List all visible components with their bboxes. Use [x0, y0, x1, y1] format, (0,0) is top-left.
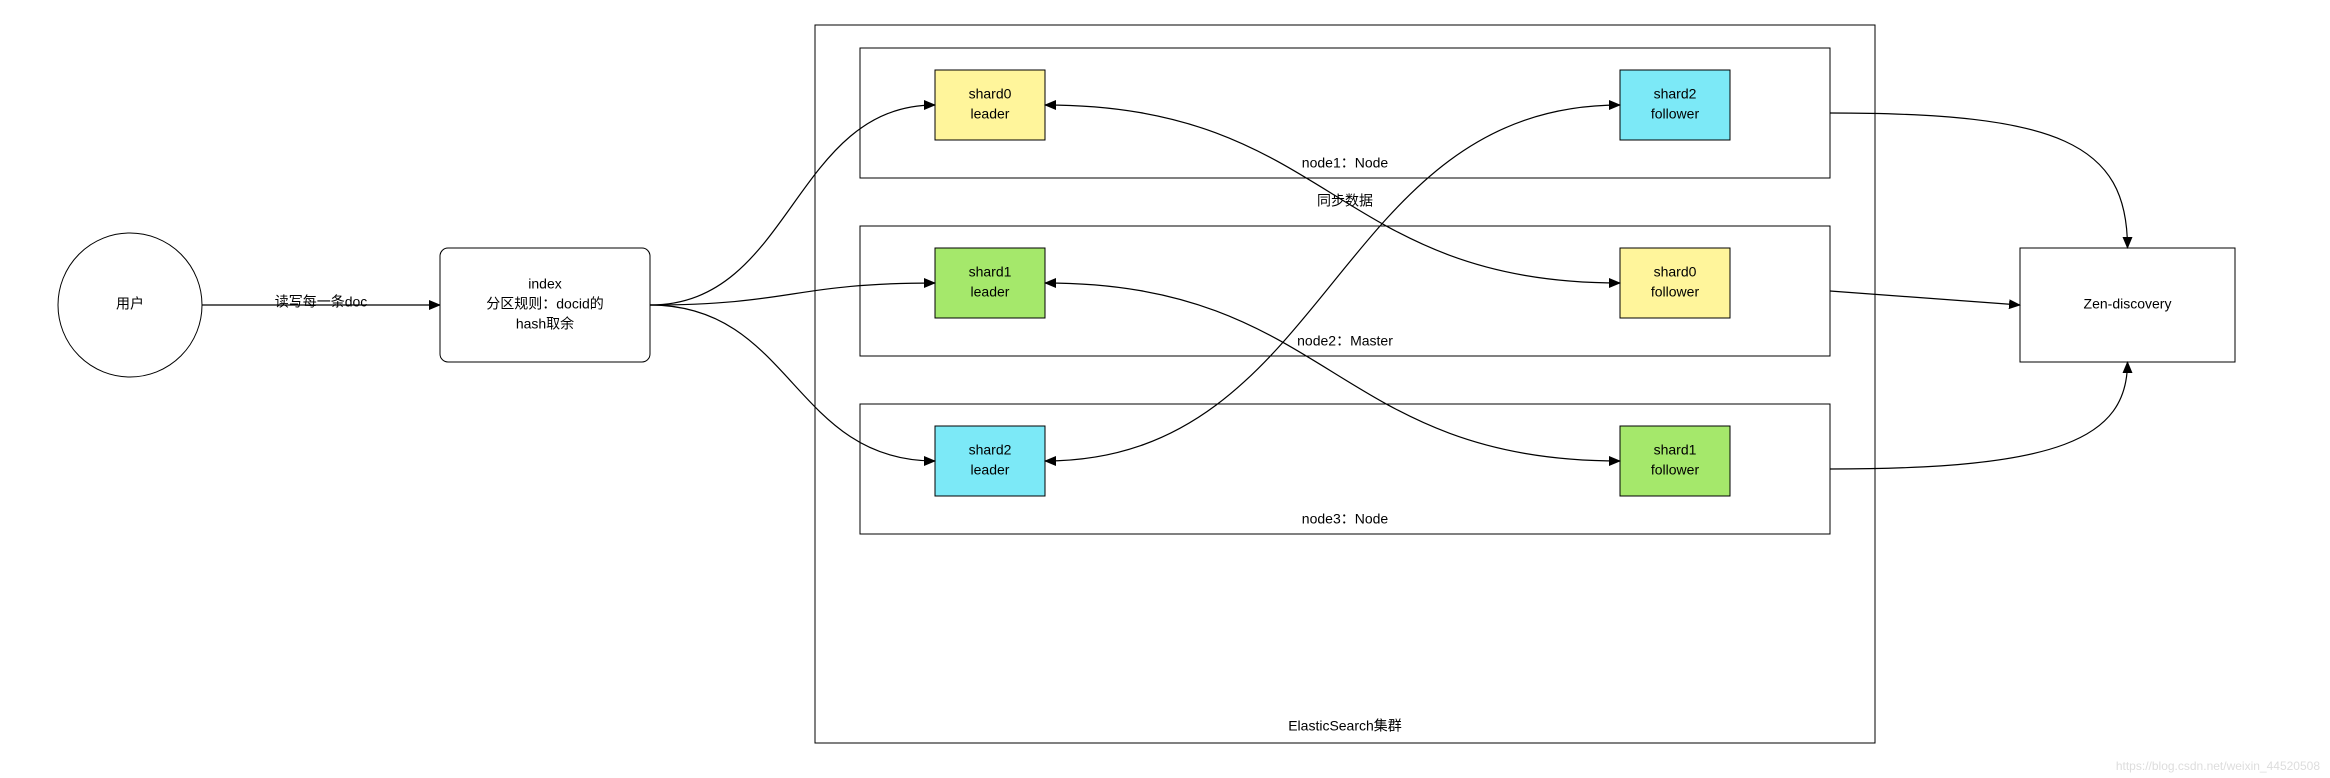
node1-leader-text1: shard0: [969, 86, 1012, 102]
node1-leader-text2: leader: [971, 106, 1010, 122]
user-label: 用户: [116, 296, 144, 312]
node1-label: node1：Node: [1302, 155, 1389, 171]
node3-label: node3：Node: [1302, 511, 1389, 527]
index-line2: 分区规则：docid的: [486, 296, 603, 312]
sync-data-label: 同步数据: [1317, 193, 1373, 209]
node3-follower-text2: follower: [1651, 462, 1700, 478]
node3-leader-text2: leader: [971, 462, 1010, 478]
node3-follower-text1: shard1: [1654, 442, 1697, 458]
index-line3: hash取余: [516, 316, 574, 332]
node2-label: node2：Master: [1297, 333, 1393, 349]
edge-index-shard0leader: [650, 105, 935, 305]
elasticsearch-architecture-diagram: 用户 读写每一条doc index 分区规则：docid的 hash取余 Ela…: [0, 0, 2330, 778]
zen-discovery-label: Zen-discovery: [2084, 296, 2172, 312]
nodes-group: node1：Node shard0 leader shard2 follower node…: [860, 48, 1830, 534]
node1-follower-text1: shard2: [1654, 86, 1697, 102]
edge-index-shard2leader: [650, 305, 935, 461]
edge-shard0-sync: [1045, 105, 1620, 283]
index-line1: index: [528, 276, 561, 292]
watermark: https://blog.csdn.net/weixin_44520508: [2116, 759, 2320, 773]
edge-index-shard1leader: [650, 283, 935, 305]
node1-follower-text2: follower: [1651, 106, 1700, 122]
node2-leader-text2: leader: [971, 284, 1010, 300]
node3-leader-text1: shard2: [969, 442, 1012, 458]
node2-follower-text2: follower: [1651, 284, 1700, 300]
edge-shard1-sync: [1045, 283, 1620, 461]
edge-user-index-label: 读写每一条doc: [275, 294, 368, 310]
node2-follower-text1: shard0: [1654, 264, 1697, 280]
node2-leader-text1: shard1: [969, 264, 1012, 280]
edge-node2-zen: [1830, 291, 2020, 305]
cluster-label: ElasticSearch集群: [1288, 718, 1402, 734]
